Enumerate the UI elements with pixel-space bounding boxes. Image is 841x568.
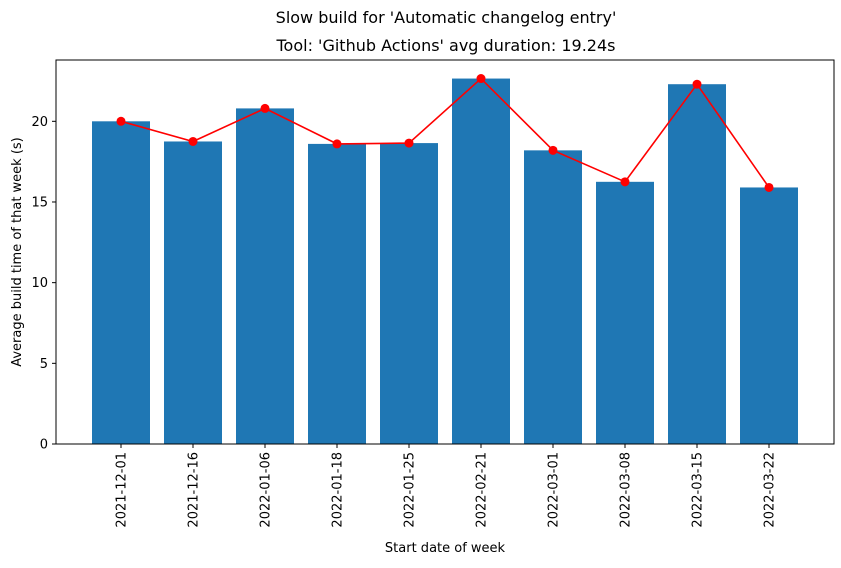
data-point <box>692 79 702 89</box>
data-point <box>548 145 558 155</box>
x-axis-label: Start date of week <box>385 541 506 556</box>
y-tick-label: 0 <box>40 438 48 453</box>
bar <box>524 150 582 444</box>
data-point <box>116 116 126 126</box>
bar <box>308 143 366 444</box>
x-tick-label: 2022-02-21 <box>475 452 490 528</box>
line-layer <box>116 74 774 192</box>
y-tick-label: 10 <box>31 276 48 291</box>
x-tick-label: 2021-12-01 <box>115 452 130 528</box>
data-point <box>764 182 774 192</box>
bar <box>452 78 510 444</box>
trend-line <box>120 77 770 188</box>
data-point <box>332 139 342 149</box>
bar <box>236 108 294 445</box>
bars-layer <box>92 78 798 445</box>
bar <box>740 187 798 444</box>
y-axis-label: Average build time of that week (s) <box>10 137 25 367</box>
x-tick-label: 2022-01-25 <box>403 452 418 528</box>
y-axis: 0 5 10 15 20 <box>31 115 56 453</box>
y-tick-label: 20 <box>31 115 48 130</box>
data-point <box>260 103 270 113</box>
data-point <box>404 138 414 148</box>
data-point <box>476 74 486 84</box>
x-tick-label: 2022-01-18 <box>331 452 346 528</box>
y-tick-label: 15 <box>31 195 48 210</box>
chart-title: Tool: 'Github Actions' avg duration: 19.… <box>276 36 616 55</box>
bar <box>668 84 726 444</box>
data-point <box>620 177 630 187</box>
bar <box>164 141 222 444</box>
bar <box>596 181 654 444</box>
chart-suptitle: Slow build for 'Automatic changelog entr… <box>276 8 617 27</box>
x-tick-label: 2021-12-16 <box>187 452 202 528</box>
bar <box>380 143 438 444</box>
data-point <box>188 136 198 146</box>
x-tick-label: 2022-01-06 <box>259 452 274 528</box>
plot-frame <box>55 59 835 445</box>
x-tick-label: 2022-03-01 <box>547 452 562 528</box>
y-tick-label: 5 <box>40 357 48 372</box>
x-tick-label: 2022-03-08 <box>619 452 634 528</box>
x-axis: 2021-12-01 2021-12-16 2022-01-06 2022-01-18… <box>115 444 778 528</box>
x-tick-label: 2022-03-15 <box>691 452 706 528</box>
bar <box>92 121 150 445</box>
x-tick-label: 2022-03-22 <box>763 452 778 528</box>
